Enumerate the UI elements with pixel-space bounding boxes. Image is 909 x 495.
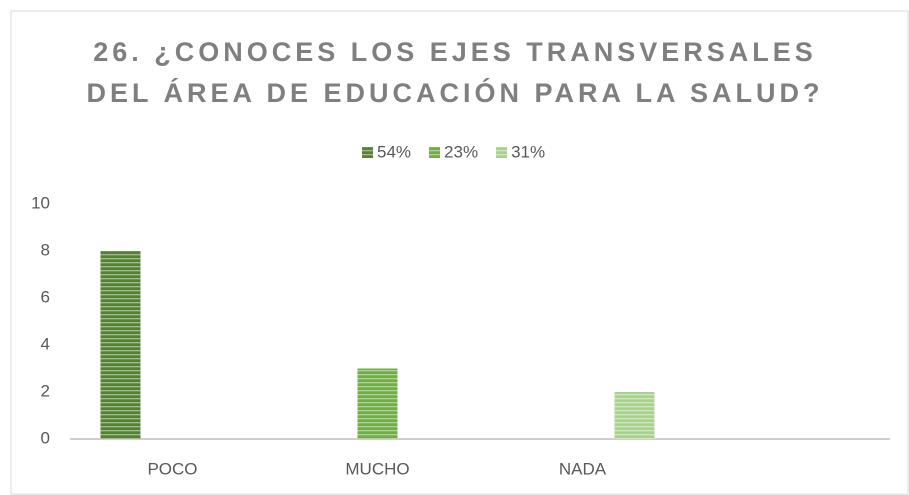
legend-swatch [496,147,508,158]
bar [357,368,398,439]
y-tick-label: 8 [41,240,50,259]
bar [614,392,655,439]
bar [100,251,141,439]
legend-label: 54% [377,142,411,161]
y-tick-label: 4 [41,334,50,353]
legend-label: 23% [444,142,478,161]
x-tick-label: MUCHO [345,459,409,478]
x-tick-label: POCO [147,459,197,478]
chart-frame [10,10,909,495]
y-tick-label: 2 [41,381,50,400]
x-tick-label: NADA [559,459,607,478]
legend-label: 31% [511,142,545,161]
legend-swatch [362,147,373,158]
y-tick-label: 10 [31,193,50,212]
y-tick-label: 6 [41,287,50,306]
chart-title: 26. ¿CONOCES LOS EJES TRANSVERSALES [93,37,817,67]
chart-title: DEL ÁREA DE EDUCACIÓN PARA LA SALUD? [86,77,823,108]
y-tick-label: 0 [41,428,50,447]
legend-swatch [429,147,441,158]
